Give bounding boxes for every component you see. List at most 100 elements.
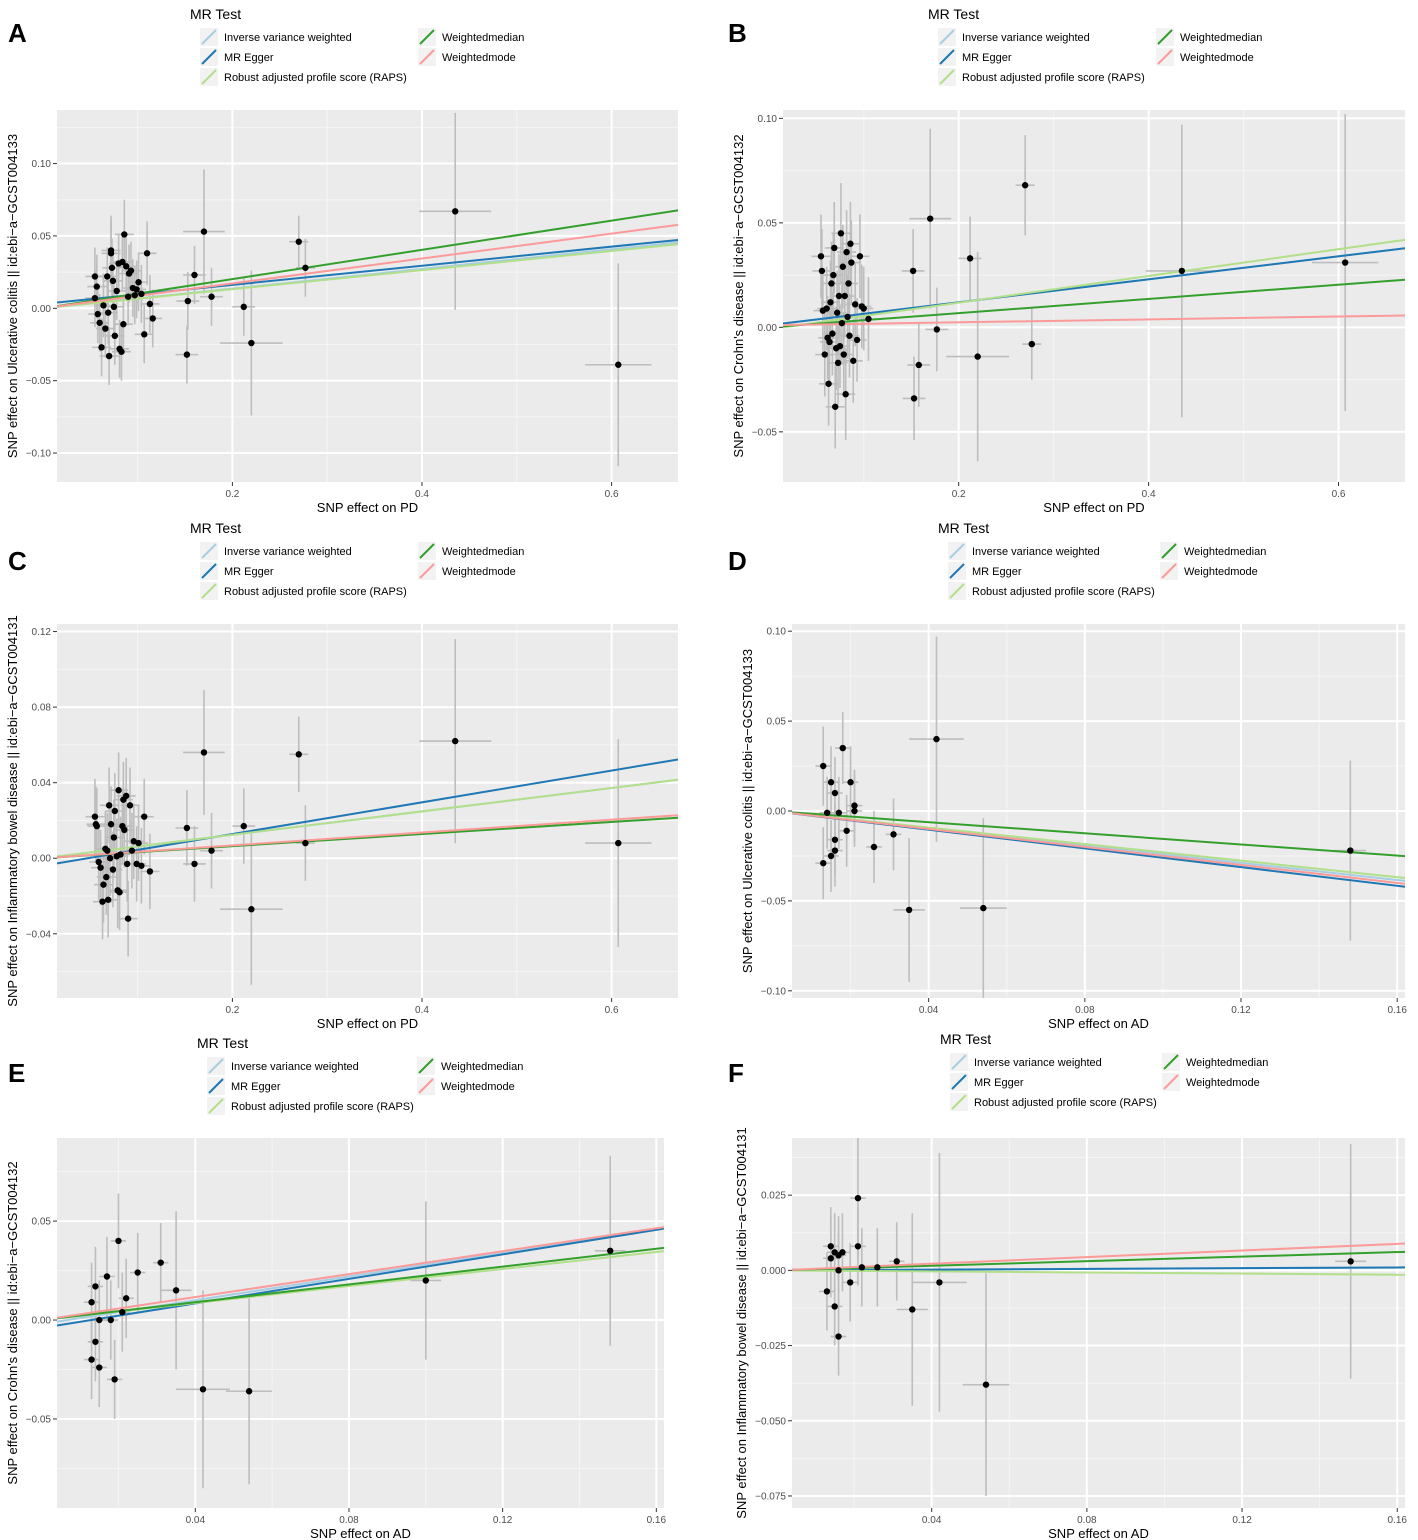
regression-line-wmode xyxy=(57,223,678,308)
snp-point xyxy=(121,826,128,834)
snp-point xyxy=(113,287,120,295)
snp-point xyxy=(91,294,99,302)
y-tick-label: 0.05 xyxy=(32,1217,52,1228)
panel-F: F 0.04 0.08 0.12 0.16 −0.075 −0.050 −0.025 0.000… xyxy=(728,1058,1407,1540)
snp-point xyxy=(141,331,148,338)
y-tick-label: 0.04 xyxy=(32,778,52,789)
legend-E: MR Test Inverse variance weighted MR Egger… xyxy=(197,1035,523,1115)
snp-point xyxy=(838,319,846,327)
panel-letter: A xyxy=(8,18,27,48)
snp-point xyxy=(127,267,135,274)
legend-label-wmedian: Weightedmedian xyxy=(1186,1057,1268,1069)
plot-background xyxy=(57,1138,664,1508)
snp-point xyxy=(88,1356,95,1363)
legend-item-wmedian: Weightedmedian xyxy=(418,28,524,46)
snp-point xyxy=(111,807,119,815)
y-tick-label: −0.025 xyxy=(755,1341,786,1352)
snp-point xyxy=(103,873,110,881)
snp-point xyxy=(836,342,844,350)
regression-line-wmode xyxy=(57,814,678,859)
snp-point xyxy=(851,301,859,308)
snp-point xyxy=(141,813,148,820)
legend-item-wmode: Weightedmode xyxy=(1162,1073,1260,1091)
grid xyxy=(57,110,678,482)
panel-letter: C xyxy=(8,546,27,576)
snp-point xyxy=(839,744,846,752)
snp-point xyxy=(106,855,114,862)
snp-point xyxy=(847,779,854,786)
snp-point xyxy=(104,847,111,854)
snp-point xyxy=(840,351,847,358)
x-axis-title: SNP effect on AD xyxy=(310,1526,411,1540)
legend-title: MR Test xyxy=(940,1031,991,1047)
y-axis-title: SNP effect on Crohn's disease || id:ebi−… xyxy=(731,134,746,457)
snp-point xyxy=(831,847,839,854)
legend-swatch-ivw xyxy=(939,29,955,45)
snp-point xyxy=(98,344,105,351)
x-tick-label: 0.16 xyxy=(1387,1005,1407,1016)
y-tick-label: −0.05 xyxy=(26,1414,52,1425)
y-tick-label: 0.00 xyxy=(32,1316,52,1327)
snp-point xyxy=(135,279,142,286)
legend-swatch-ivw xyxy=(201,29,217,45)
legend-title: MR Test xyxy=(928,6,979,22)
snp-point xyxy=(149,315,156,322)
plot-content xyxy=(57,639,678,985)
snp-point xyxy=(843,827,850,834)
snp-point xyxy=(100,302,107,309)
snp-point xyxy=(827,1243,834,1250)
x-tick-label: 0.08 xyxy=(1075,1005,1095,1016)
snp-point xyxy=(91,813,99,820)
y-tick-label: 0.00 xyxy=(767,807,787,818)
legend-item-egger: MR Egger xyxy=(207,1077,281,1095)
legend-label-egger: MR Egger xyxy=(974,1077,1024,1089)
snp-point xyxy=(909,267,917,275)
snp-point xyxy=(827,852,835,860)
snp-point xyxy=(248,339,255,347)
legend-label-egger: MR Egger xyxy=(224,52,274,64)
x-tick-label: 0.16 xyxy=(647,1515,667,1526)
x-tick-label: 0.04 xyxy=(186,1515,206,1526)
snp-point xyxy=(295,238,302,245)
y-axis-title: SNP effect on Crohn's disease || id:ebi−… xyxy=(5,1161,20,1484)
legend-label-wmode: Weightedmode xyxy=(1186,1077,1260,1089)
plot-content xyxy=(783,114,1405,462)
snp-point xyxy=(120,321,127,328)
snp-point xyxy=(909,1306,916,1313)
y-tick-label: 0.10 xyxy=(758,114,778,125)
legend-item-egger: MR Egger xyxy=(938,48,1012,66)
legend-swatch-raps xyxy=(951,1094,967,1110)
snp-point xyxy=(131,292,138,299)
y-tick-label: −0.075 xyxy=(755,1491,786,1502)
snp-point xyxy=(845,280,852,287)
legend-swatch-raps xyxy=(949,583,965,599)
regression-line-egger xyxy=(57,758,678,865)
snp-point xyxy=(825,380,832,387)
snp-point xyxy=(184,297,192,305)
snp-point xyxy=(854,1243,862,1250)
snp-point xyxy=(107,250,115,257)
y-tick-label: 0.00 xyxy=(758,323,778,334)
y-tick-label: 0.10 xyxy=(32,159,52,170)
x-axis-title: SNP effect on PD xyxy=(317,1016,418,1031)
x-tick-label: 0.2 xyxy=(225,1005,239,1016)
snp-point xyxy=(124,293,132,300)
snp-point xyxy=(143,250,151,257)
snp-point xyxy=(91,273,99,280)
snp-point xyxy=(117,851,124,858)
snp-point xyxy=(843,248,850,256)
regression-line-egger xyxy=(792,1266,1405,1272)
snp-point xyxy=(830,271,837,279)
plot-background xyxy=(783,110,1405,482)
legend-swatch-egger xyxy=(201,563,217,579)
legend-C: MR Test Inverse variance weighted MR Egger… xyxy=(190,520,524,600)
snp-point xyxy=(1021,182,1029,189)
snp-point xyxy=(208,293,215,300)
x-tick-label: 0.04 xyxy=(922,1515,942,1526)
snp-point xyxy=(92,1338,99,1345)
snp-point xyxy=(146,868,154,875)
snp-point xyxy=(865,315,872,323)
legend-item-wmedian: Weightedmedian xyxy=(1156,28,1262,46)
snp-point xyxy=(138,862,145,869)
legend-label-raps: Robust adjusted profile score (RAPS) xyxy=(224,586,407,598)
